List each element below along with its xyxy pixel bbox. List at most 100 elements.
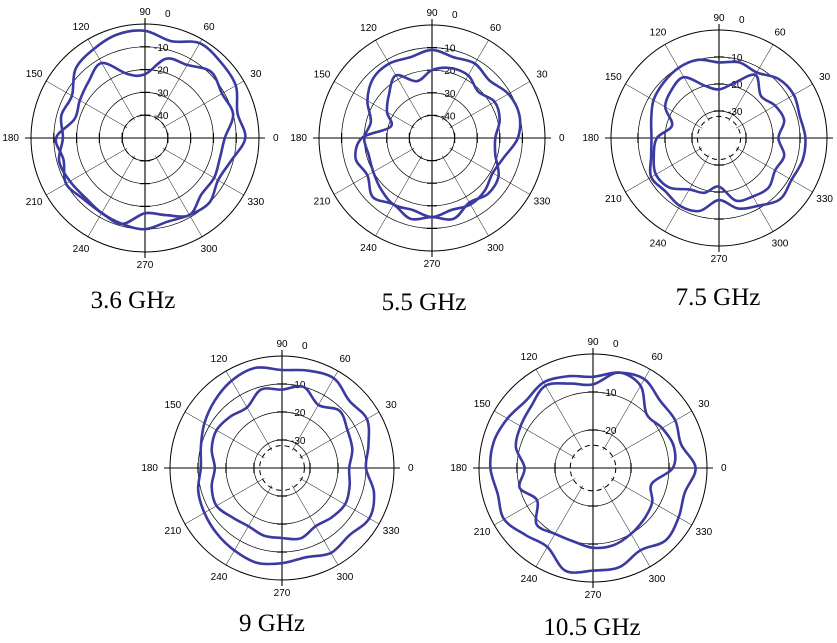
angle-spoke	[625, 84, 702, 128]
frequency-caption: 10.5 GHz	[543, 614, 640, 641]
angle-tick-label: 240	[650, 239, 667, 250]
angle-tick-label: 300	[201, 244, 218, 255]
pattern-trace	[59, 30, 246, 229]
angle-tick-label: 180	[450, 463, 467, 474]
frequency-caption: 3.6 GHz	[91, 287, 176, 314]
angle-tick-label: 240	[73, 244, 90, 255]
radial-tick-label: -20	[154, 66, 169, 77]
frequency-caption: 9 GHz	[239, 610, 305, 637]
angle-spoke	[536, 486, 583, 567]
angle-tick-label: 120	[521, 352, 538, 363]
angle-spoke	[603, 486, 650, 567]
angle-tick-label: 30	[250, 69, 262, 80]
polar-chart: 03060901201501802102402703003300-10-20-3…	[141, 339, 414, 637]
polar-chart: 03060901201501802102402703003300-10-20-3…	[290, 8, 565, 316]
angle-tick-label: 300	[772, 239, 789, 250]
polar-chart: 0 30 60 90 120 150 180 210 240 270 300 330 0 -10 -20 10…	[450, 337, 727, 641]
angle-tick-label: 210	[26, 197, 43, 208]
radial-tick-label: 0	[302, 341, 308, 352]
angle-tick-label: 210	[165, 526, 182, 537]
angle-tick-label: 90	[276, 339, 288, 350]
angle-spoke	[88, 39, 135, 120]
angle-tick-label: 60	[339, 354, 351, 365]
angle-tick-label: 60	[774, 27, 786, 38]
angle-spoke	[729, 155, 773, 232]
angle-spoke	[226, 371, 272, 451]
angle-spoke	[334, 82, 414, 128]
angle-tick-label: 270	[585, 590, 602, 601]
radial-tick-label: 0	[165, 9, 171, 20]
polar-chart: 03060901201501802102402703003300-10-20-3…	[582, 13, 837, 311]
angle-spoke	[163, 148, 244, 195]
radial-tick-label: 0	[452, 10, 458, 21]
angle-tick-label: 60	[651, 352, 663, 363]
angle-spoke	[603, 369, 650, 450]
radial-tick-label: -30	[291, 436, 306, 447]
angle-tick-label: 90	[587, 337, 599, 348]
angle-tick-label: 240	[521, 574, 538, 585]
angle-tick-label: 0	[273, 133, 279, 144]
angle-tick-label: 90	[139, 7, 151, 18]
radial-tick-label: -30	[154, 88, 169, 99]
angle-tick-label: 120	[650, 27, 667, 38]
angle-tick-label: 330	[816, 194, 833, 205]
angle-spoke	[450, 148, 530, 194]
angle-tick-label: 60	[490, 23, 502, 34]
angle-tick-label: 150	[314, 70, 331, 81]
pattern-trace	[198, 367, 374, 564]
angle-tick-label: 330	[248, 197, 265, 208]
angle-tick-label: 300	[649, 574, 666, 585]
angle-tick-label: 270	[424, 259, 441, 270]
angle-tick-label: 30	[536, 70, 548, 81]
angle-tick-label: 30	[698, 399, 710, 410]
angle-spoke	[299, 478, 379, 524]
angle-tick-label: 300	[487, 243, 504, 254]
frequency-caption: 5.5 GHz	[382, 289, 467, 316]
radial-tick-label: -10	[602, 388, 617, 399]
radial-tick-label: -30	[728, 107, 743, 118]
angle-tick-label: 210	[605, 194, 622, 205]
angle-tick-label: 210	[474, 527, 491, 538]
angle-tick-label: 210	[314, 197, 331, 208]
radial-tick-label: -20	[602, 426, 617, 437]
angle-tick-label: 0	[408, 463, 414, 474]
polar-chart: 03060901201501802102402703003300-10-20-3…	[2, 7, 279, 314]
radial-tick-label: -20	[291, 408, 306, 419]
angle-tick-label: 150	[605, 72, 622, 83]
angle-tick-label: 90	[713, 13, 725, 24]
angle-tick-label: 150	[165, 400, 182, 411]
angle-tick-label: 330	[383, 526, 400, 537]
angle-tick-label: 180	[290, 133, 307, 144]
angle-tick-label: 150	[26, 69, 43, 80]
angle-spoke	[185, 478, 265, 524]
angle-tick-label: 150	[474, 399, 491, 410]
radial-tick-label: 0	[739, 15, 745, 26]
angle-tick-label: 120	[211, 354, 228, 365]
angle-tick-label: 300	[337, 572, 354, 583]
radial-tick-label: -40	[154, 111, 169, 122]
angle-tick-label: 270	[274, 588, 291, 599]
angle-tick-label: 270	[137, 260, 154, 271]
radial-tick-label: -30	[441, 89, 456, 100]
angle-tick-label: 180	[141, 463, 158, 474]
angle-tick-label: 180	[582, 133, 599, 144]
pattern-trace	[516, 373, 676, 548]
angle-tick-label: 0	[721, 463, 727, 474]
angle-tick-label: 240	[360, 243, 377, 254]
angle-tick-label: 330	[696, 527, 713, 538]
angle-tick-label: 120	[360, 23, 377, 34]
radial-tick-label: -10	[154, 43, 169, 54]
angle-spoke	[46, 81, 127, 128]
angle-spoke	[665, 44, 709, 121]
angle-tick-label: 30	[386, 400, 398, 411]
angle-tick-label: 330	[534, 197, 551, 208]
angle-tick-label: 0	[559, 133, 565, 144]
angle-tick-label: 240	[211, 572, 228, 583]
angle-spoke	[376, 156, 422, 236]
angle-spoke	[450, 82, 530, 128]
radial-tick-label: 0	[613, 339, 619, 350]
angle-tick-label: 60	[203, 22, 215, 33]
angle-tick-label: 120	[73, 22, 90, 33]
angle-tick-label: 30	[819, 72, 831, 83]
